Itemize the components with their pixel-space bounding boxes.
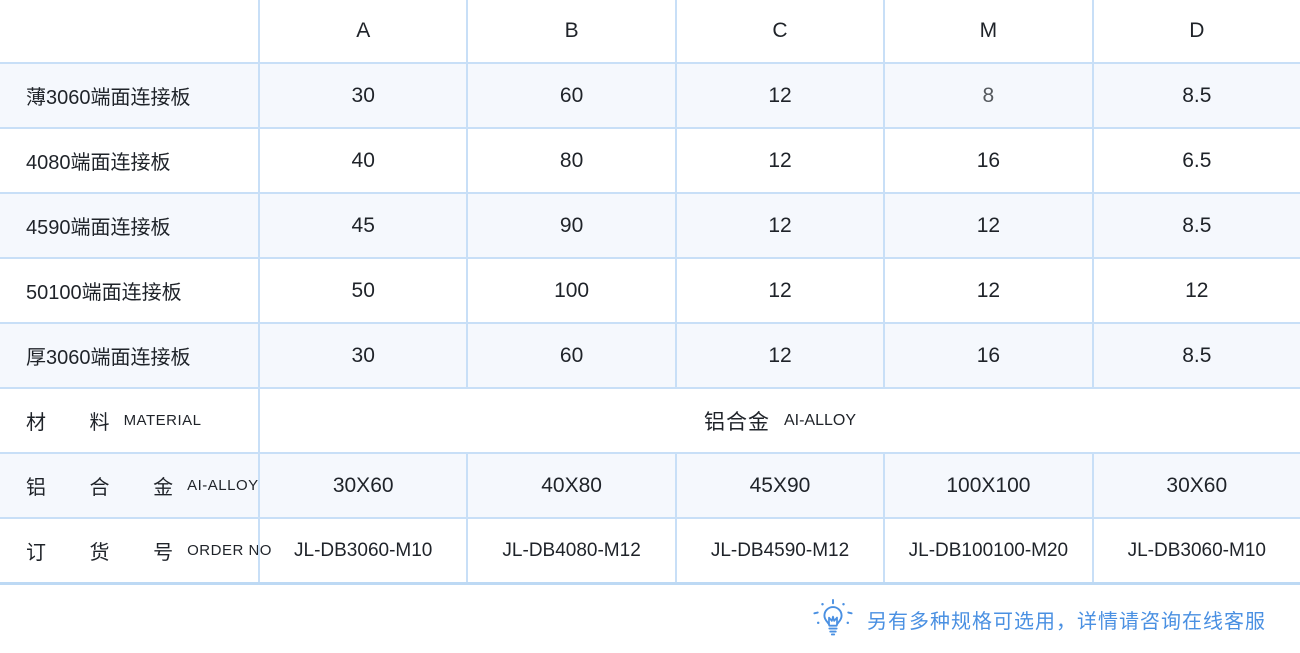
spec-value: 12 xyxy=(1091,259,1300,322)
spec-value: 30 xyxy=(258,324,466,387)
spec-value: 45 xyxy=(258,194,466,257)
spec-value: 12 xyxy=(674,324,883,387)
spec-value: 50 xyxy=(258,259,466,322)
order-label-zh: 订 货 号 xyxy=(26,542,176,564)
spec-value: 30 xyxy=(258,64,466,127)
spec-value: 12 xyxy=(674,64,883,127)
order-number: JL-DB4590-M12 xyxy=(674,519,883,582)
spec-value: 60 xyxy=(466,64,674,127)
alloy-size-value: 40X80 xyxy=(466,454,674,517)
row-label: 4080端面连接板 xyxy=(26,152,171,174)
material-value-zh: 铝合金 xyxy=(703,410,770,434)
spec-table: A B C M D 薄3060端面连接板 30 60 12 8 8.5 4080… xyxy=(0,0,1300,585)
row-label: 薄3060端面连接板 xyxy=(26,87,191,109)
alloy-size-value: 45X90 xyxy=(674,454,883,517)
material-value-cell: 铝合金 AI-ALLOY xyxy=(258,389,1300,452)
column-header-empty xyxy=(0,0,258,62)
table-header-row: A B C M D xyxy=(0,0,1300,62)
spec-value: 90 xyxy=(466,194,674,257)
spec-value: 12 xyxy=(883,194,1091,257)
table-row: 薄3060端面连接板 30 60 12 8 8.5 xyxy=(0,62,1300,127)
spec-value: 8.5 xyxy=(1091,64,1300,127)
spec-value: 12 xyxy=(883,259,1091,322)
spec-value: 8 xyxy=(883,64,1091,127)
spec-value-muted: 8 xyxy=(982,83,995,107)
column-header-c: C xyxy=(674,0,883,62)
material-row: 材 料 MATERIAL 铝合金 AI-ALLOY xyxy=(0,387,1300,452)
order-row: 订 货 号 ORDER NO JL-DB3060-M10 JL-DB4080-M… xyxy=(0,517,1300,582)
material-label-zh: 材 料 xyxy=(26,412,112,434)
alloy-size-value: 30X60 xyxy=(258,454,466,517)
spec-value: 100 xyxy=(466,259,674,322)
material-row-label: 材 料 MATERIAL xyxy=(0,389,258,452)
row-label: 50100端面连接板 xyxy=(26,282,182,304)
spec-value: 16 xyxy=(883,129,1091,192)
spec-value: 16 xyxy=(883,324,1091,387)
footer-note-bar: 另有多种规格可选用，详情请咨询在线客服 xyxy=(0,585,1300,653)
spec-value: 8.5 xyxy=(1091,324,1300,387)
order-label-en: ORDER NO xyxy=(187,542,272,559)
alloy-row: 铝 合 金 AI-ALLOY 30X60 40X80 45X90 100X100… xyxy=(0,452,1300,517)
material-value-en: AI-ALLOY xyxy=(783,411,857,429)
column-header-m: M xyxy=(883,0,1091,62)
column-header-b: B xyxy=(466,0,674,62)
spec-value: 40 xyxy=(258,129,466,192)
row-label: 厚3060端面连接板 xyxy=(26,347,191,369)
alloy-size-value: 30X60 xyxy=(1091,454,1300,517)
alloy-row-label: 铝 合 金 AI-ALLOY xyxy=(0,454,258,517)
spec-value: 80 xyxy=(466,129,674,192)
spec-value: 12 xyxy=(674,129,883,192)
spec-value: 12 xyxy=(674,259,883,322)
alloy-label-zh: 铝 合 金 xyxy=(26,477,176,499)
column-header-a: A xyxy=(258,0,466,62)
spec-value: 8.5 xyxy=(1091,194,1300,257)
spec-value: 12 xyxy=(674,194,883,257)
table-row: 厚3060端面连接板 30 60 12 16 8.5 xyxy=(0,322,1300,387)
order-row-label: 订 货 号 ORDER NO xyxy=(0,519,271,582)
alloy-label-en: AI-ALLOY xyxy=(187,477,259,494)
order-number: JL-DB100100-M20 xyxy=(883,519,1091,582)
row-label: 4590端面连接板 xyxy=(26,217,171,239)
column-header-d: D xyxy=(1091,0,1300,62)
table-row: 4590端面连接板 45 90 12 12 8.5 xyxy=(0,192,1300,257)
spec-value: 60 xyxy=(466,324,674,387)
alloy-size-value: 100X100 xyxy=(883,454,1091,517)
spec-value: 6.5 xyxy=(1091,129,1300,192)
order-number: JL-DB4080-M12 xyxy=(466,519,674,582)
order-number: JL-DB3060-M10 xyxy=(1091,519,1300,582)
table-row: 50100端面连接板 50 100 12 12 12 xyxy=(0,257,1300,322)
table-row: 4080端面连接板 40 80 12 16 6.5 xyxy=(0,127,1300,192)
material-label-en: MATERIAL xyxy=(123,412,202,429)
lightbulb-icon xyxy=(812,598,854,640)
footer-note-text[interactable]: 另有多种规格可选用，详情请咨询在线客服 xyxy=(867,610,1266,633)
order-number: JL-DB3060-M10 xyxy=(258,519,466,582)
